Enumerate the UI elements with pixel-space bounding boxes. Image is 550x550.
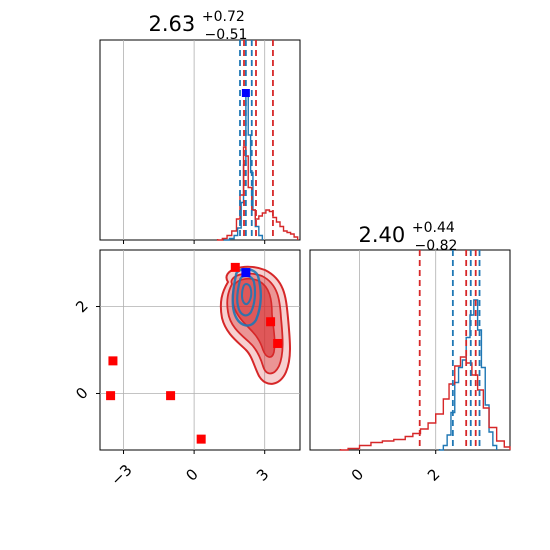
joint-sample-point <box>266 317 276 327</box>
model-a-contour-mid <box>236 274 257 317</box>
param2-x-tick-label: 2 <box>424 465 443 484</box>
param1-title-upper: +0.72 <box>202 9 245 25</box>
joint-y-tick-label: 2 <box>72 297 91 316</box>
joint-distribution-panel: −3 0 3 0 2 <box>72 249 301 489</box>
joint-sample-point <box>106 391 116 401</box>
param2-x-tick-label: 0 <box>348 465 367 484</box>
joint-x-tick-label: −3 <box>107 461 135 489</box>
param2-title: 2.40 +0.44 −0.82 <box>358 213 461 254</box>
joint-x-tick-label: 0 <box>182 465 201 484</box>
joint-y-tick-label: 0 <box>72 384 91 403</box>
joint-sample-point <box>230 262 240 272</box>
param2-title-value: 2.40 <box>358 223 405 247</box>
param2-title-upper: +0.44 <box>412 220 455 236</box>
joint-sample-point <box>196 434 206 444</box>
joint-axes-frame <box>99 249 301 451</box>
param2-histogram-series-b <box>339 356 511 451</box>
param1-title: 2.63 +0.72 −0.51 <box>148 2 251 43</box>
param1-histogram-series-b <box>216 146 299 241</box>
param1-axes-frame <box>99 39 301 241</box>
joint-x-tick-label: 3 <box>253 465 272 484</box>
param1-title-lower: −0.51 <box>205 27 248 43</box>
model-a-contour-inner <box>240 283 253 306</box>
joint-truth-marker <box>241 268 251 278</box>
joint-sample-point <box>108 356 118 366</box>
joint-sample-point <box>166 391 176 401</box>
model-a-contour-outer <box>231 267 262 327</box>
param2-axes-frame <box>309 249 511 451</box>
param1-histogram-panel <box>99 39 301 244</box>
param1-title-value: 2.63 <box>148 12 195 36</box>
joint-sample-point <box>273 338 283 348</box>
param1-truth-marker <box>241 89 250 97</box>
joint-contours <box>219 265 291 385</box>
